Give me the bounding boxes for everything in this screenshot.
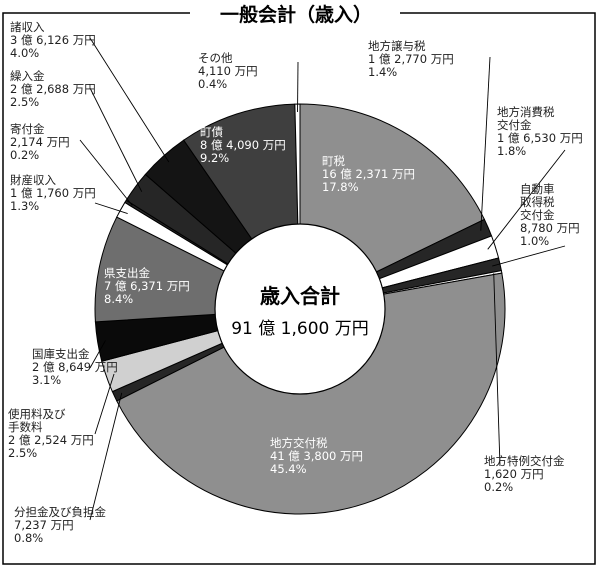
- label-4: 地方特例交付金 1,620 万円 0.2%: [484, 454, 565, 494]
- leader-10: [94, 202, 128, 214]
- label-1-line-1: 1 億 2,770 万円: [368, 52, 454, 66]
- label-7-line-1: 手数料: [8, 420, 43, 434]
- label-9-line-1: 7 億 6,371 万円: [104, 279, 190, 293]
- title-background: [190, 2, 400, 26]
- label-3-line-4: 1.0%: [520, 234, 549, 248]
- label-1-line-0: 地方譲与税: [368, 39, 426, 53]
- leader-7: [94, 373, 115, 435]
- label-5-line-2: 45.4%: [270, 462, 307, 476]
- label-12-line-2: 2.5%: [10, 95, 39, 109]
- label-6-line-0: 分担金及び負担金: [14, 505, 106, 519]
- label-2: 地方消費税交付金 1 億 6,530 万円 1.8%: [497, 105, 583, 158]
- label-15: その他 4,110 万円 0.4%: [198, 51, 258, 91]
- label-7-line-3: 2.5%: [8, 446, 37, 460]
- label-2-line-0: 地方消費税: [497, 105, 555, 119]
- leader-8: [89, 340, 106, 369]
- label-13-line-2: 4.0%: [10, 46, 39, 60]
- leader-4: [493, 273, 501, 467]
- label-9-line-2: 8.4%: [104, 292, 133, 306]
- label-2-line-1: 交付金: [497, 118, 532, 132]
- label-14-line-2: 9.2%: [200, 151, 229, 165]
- label-11-line-1: 2,174 万円: [10, 135, 70, 149]
- label-13: 諸収入 3 億 6,126 万円 4.0%: [10, 20, 96, 60]
- label-7: 使用料及び手数料 2 億 2,524 万円 2.5%: [8, 407, 94, 460]
- label-14-line-0: 町債: [200, 125, 223, 139]
- label-3: 自動車取得税交付金 8,780 万円 1.0%: [520, 182, 580, 248]
- label-10-line-2: 1.3%: [10, 199, 39, 213]
- label-3-line-1: 取得税: [520, 195, 555, 209]
- label-3-line-3: 8,780 万円: [520, 221, 580, 235]
- label-12-line-1: 2 億 2,688 万円: [10, 82, 96, 96]
- label-0-line-2: 17.8%: [322, 180, 359, 194]
- label-9-line-0: 県支出金: [104, 266, 150, 280]
- label-2-line-3: 1.8%: [497, 144, 526, 158]
- label-11-line-2: 0.2%: [10, 148, 39, 162]
- label-6: 分担金及び負担金 7,237 万円 0.8%: [14, 505, 106, 545]
- label-6-line-1: 7,237 万円: [14, 518, 74, 532]
- label-10-line-1: 1 億 1,760 万円: [10, 186, 96, 200]
- label-12: 繰入金 2 億 2,688 万円 2.5%: [10, 69, 96, 109]
- leader-lines: [79, 37, 566, 521]
- label-12-line-0: 繰入金: [10, 69, 45, 83]
- label-15-line-2: 0.4%: [198, 77, 227, 91]
- label-8: 国庫支出金 2 億 8,649 万円 3.1%: [32, 347, 118, 387]
- label-13-line-1: 3 億 6,126 万円: [10, 33, 96, 47]
- label-7-line-0: 使用料及び: [8, 407, 66, 421]
- label-5-line-1: 41 億 3,800 万円: [270, 449, 363, 463]
- label-4-line-2: 0.2%: [484, 480, 513, 494]
- leader-12: [89, 87, 143, 192]
- label-4-line-0: 地方特例交付金: [484, 454, 565, 468]
- center-label: 歳入合計: [260, 284, 340, 308]
- label-11-line-0: 寄付金: [10, 122, 45, 136]
- label-5-line-0: 地方交付税: [270, 436, 328, 450]
- leader-1: [480, 56, 491, 231]
- chart-title: 一般会計（歳入）: [220, 3, 372, 26]
- center-total: 91 億 1,600 万円: [231, 319, 369, 339]
- label-1: 地方譲与税 1 億 2,770 万円 1.4%: [368, 39, 454, 79]
- label-1-line-2: 1.4%: [368, 65, 397, 79]
- label-9: 県支出金 7 億 6,371 万円 8.4%: [104, 266, 190, 306]
- label-8-line-1: 2 億 8,649 万円: [32, 360, 118, 374]
- label-14-line-1: 8 億 4,090 万円: [200, 138, 286, 152]
- label-6-line-2: 0.8%: [14, 531, 43, 545]
- leader-6: [89, 392, 123, 521]
- label-0: 町税 16 億 2,371 万円 17.8%: [322, 154, 415, 194]
- label-8-line-2: 3.1%: [32, 373, 61, 387]
- label-15-line-1: 4,110 万円: [198, 64, 258, 78]
- label-10: 財産収入 1 億 1,760 万円 1.3%: [10, 173, 96, 213]
- label-8-line-0: 国庫支出金: [32, 347, 90, 361]
- label-4-line-1: 1,620 万円: [484, 467, 544, 481]
- label-3-line-2: 交付金: [520, 208, 555, 222]
- leader-13: [89, 37, 170, 163]
- label-14: 町債 8 億 4,090 万円 9.2%: [200, 125, 286, 165]
- label-5: 地方交付税 41 億 3,800 万円 45.4%: [270, 436, 363, 476]
- leader-2: [487, 149, 566, 250]
- label-0-line-1: 16 億 2,371 万円: [322, 167, 415, 181]
- slice-labels: 町税 16 億 2,371 万円 17.8% 地方譲与税 1 億 2,770 万円 1.4…: [8, 20, 583, 545]
- label-10-line-0: 財産収入: [10, 173, 56, 187]
- label-15-line-0: その他: [198, 51, 233, 65]
- center-hole: [214, 223, 386, 395]
- label-13-line-0: 諸収入: [10, 20, 45, 34]
- label-11: 寄付金 2,174 万円 0.2%: [10, 122, 70, 162]
- leader-11: [79, 139, 133, 206]
- label-0-line-0: 町税: [322, 154, 345, 168]
- label-3-line-0: 自動車: [520, 182, 555, 196]
- label-7-line-2: 2 億 2,524 万円: [8, 433, 94, 447]
- label-2-line-2: 1 億 6,530 万円: [497, 131, 583, 145]
- leader-3: [492, 245, 566, 267]
